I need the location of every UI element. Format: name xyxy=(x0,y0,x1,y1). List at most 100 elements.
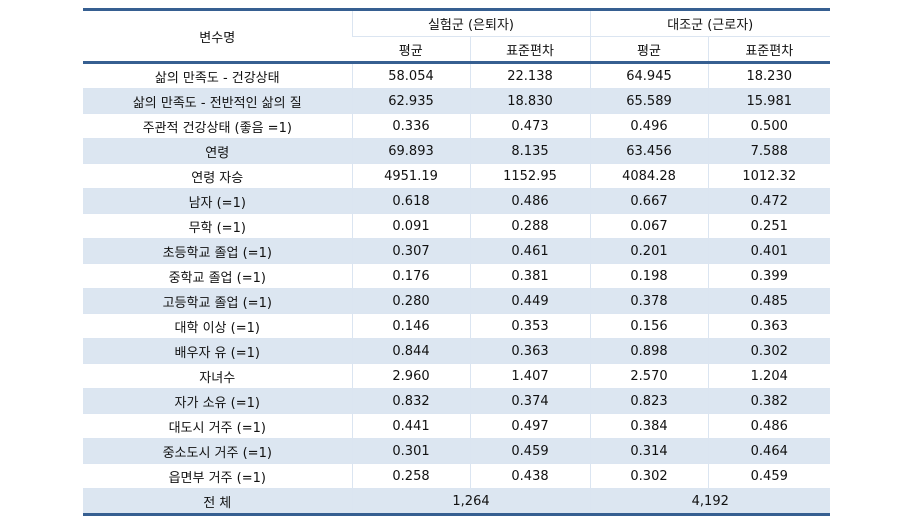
group1-sd-cell: 1.407 xyxy=(469,363,590,389)
row-label: 중소도시 거주 (=1) xyxy=(83,438,352,464)
row-label: 주관적 건강상태 (좋음 =1) xyxy=(83,113,352,139)
group2-mean-cell: 0.198 xyxy=(589,263,708,289)
group1-mean-cell: 0.618 xyxy=(351,188,470,214)
group1-sd-cell: 0.461 xyxy=(469,238,590,264)
group2-mean-cell: 0.384 xyxy=(589,413,708,439)
table-row: 무학 (=1) 0.091 0.288 0.067 0.251 xyxy=(83,213,830,239)
group2-sd-cell: 0.302 xyxy=(707,338,830,364)
statistics-table: 변수명 실험군 (은퇴자) 대조군 (근로자) 평균 표준편차 평균 표준편차 … xyxy=(83,8,830,516)
total-label: 전 체 xyxy=(83,488,352,516)
total-group1: 1,264 xyxy=(351,488,590,516)
variable-header: 변수명 xyxy=(83,8,352,63)
table-row: 삶의 만족도 - 건강상태 58.054 22.138 64.945 18.230 xyxy=(83,61,830,89)
group1-sd-cell: 8.135 xyxy=(469,138,590,164)
total-group2: 4,192 xyxy=(589,488,830,516)
group2-sd-header: 표준편차 xyxy=(707,36,830,63)
table-row: 초등학교 졸업 (=1) 0.307 0.461 0.201 0.401 xyxy=(83,238,830,264)
group1-mean-cell: 0.301 xyxy=(351,438,470,464)
group1-mean-cell: 0.336 xyxy=(351,113,470,139)
table-row: 중소도시 거주 (=1) 0.301 0.459 0.314 0.464 xyxy=(83,438,830,464)
row-label: 초등학교 졸업 (=1) xyxy=(83,238,352,264)
group1-mean-cell: 62.935 xyxy=(351,88,470,114)
table-row: 남자 (=1) 0.618 0.486 0.667 0.472 xyxy=(83,188,830,214)
table-row: 연령 69.893 8.135 63.456 7.588 xyxy=(83,138,830,164)
row-label: 대학 이상 (=1) xyxy=(83,313,352,339)
table-row: 삶의 만족도 - 전반적인 삶의 질 62.935 18.830 65.589 15.9… xyxy=(83,88,830,114)
table-row: 대도시 거주 (=1) 0.441 0.497 0.384 0.486 xyxy=(83,413,830,439)
table-row: 읍면부 거주 (=1) 0.258 0.438 0.302 0.459 xyxy=(83,463,830,489)
group2-sd-cell: 0.486 xyxy=(707,413,830,439)
group1-sd-cell: 0.438 xyxy=(469,463,590,489)
group1-sd-cell: 0.459 xyxy=(469,438,590,464)
group1-sd-cell: 0.486 xyxy=(469,188,590,214)
group2-sd-cell: 0.500 xyxy=(707,113,830,139)
table-row: 배우자 유 (=1) 0.844 0.363 0.898 0.302 xyxy=(83,338,830,364)
group2-mean-cell: 0.667 xyxy=(589,188,708,214)
group1-sd-cell: 0.381 xyxy=(469,263,590,289)
group2-sd-cell: 18.230 xyxy=(707,61,830,89)
group1-sd-cell: 0.374 xyxy=(469,388,590,414)
header-row-stats: 평균 표준편차 평균 표준편차 xyxy=(83,36,830,63)
group2-sd-cell: 0.382 xyxy=(707,388,830,414)
group1-mean-cell: 0.280 xyxy=(351,288,470,314)
group1-mean-cell: 69.893 xyxy=(351,138,470,164)
row-label: 읍면부 거주 (=1) xyxy=(83,463,352,489)
group1-mean-cell: 0.091 xyxy=(351,213,470,239)
group1-mean-cell: 2.960 xyxy=(351,363,470,389)
group2-sd-cell: 0.472 xyxy=(707,188,830,214)
group1-mean-cell: 0.176 xyxy=(351,263,470,289)
group1-sd-cell: 0.449 xyxy=(469,288,590,314)
row-label: 고등학교 졸업 (=1) xyxy=(83,288,352,314)
group2-mean-cell: 2.570 xyxy=(589,363,708,389)
row-label: 연령 xyxy=(83,138,352,164)
group1-header: 실험군 (은퇴자) xyxy=(351,8,590,37)
group2-mean-cell: 0.302 xyxy=(589,463,708,489)
header-row-groups: 변수명 실험군 (은퇴자) 대조군 (근로자) xyxy=(83,8,830,63)
group1-mean-cell: 0.258 xyxy=(351,463,470,489)
group1-sd-cell: 0.288 xyxy=(469,213,590,239)
group1-mean-cell: 0.307 xyxy=(351,238,470,264)
group2-sd-cell: 1012.32 xyxy=(707,163,830,189)
group2-sd-cell: 0.459 xyxy=(707,463,830,489)
row-label: 무학 (=1) xyxy=(83,213,352,239)
group2-sd-cell: 1.204 xyxy=(707,363,830,389)
group1-sd-cell: 0.497 xyxy=(469,413,590,439)
row-label: 삶의 만족도 - 전반적인 삶의 질 xyxy=(83,88,352,114)
group1-mean-cell: 0.441 xyxy=(351,413,470,439)
group1-sd-cell: 1152.95 xyxy=(469,163,590,189)
row-label: 중학교 졸업 (=1) xyxy=(83,263,352,289)
group2-mean-cell: 0.496 xyxy=(589,113,708,139)
group2-mean-cell: 64.945 xyxy=(589,61,708,89)
row-label: 삶의 만족도 - 건강상태 xyxy=(83,61,352,89)
group2-sd-cell: 0.251 xyxy=(707,213,830,239)
row-label: 배우자 유 (=1) xyxy=(83,338,352,364)
group2-sd-cell: 0.399 xyxy=(707,263,830,289)
group2-mean-cell: 0.201 xyxy=(589,238,708,264)
group2-sd-cell: 0.401 xyxy=(707,238,830,264)
total-row: 전 체 1,264 4,192 xyxy=(83,488,830,516)
group1-sd-header: 표준편차 xyxy=(469,36,590,63)
group1-sd-cell: 0.363 xyxy=(469,338,590,364)
table-row: 중학교 졸업 (=1) 0.176 0.381 0.198 0.399 xyxy=(83,263,830,289)
table-row: 자녀수 2.960 1.407 2.570 1.204 xyxy=(83,363,830,389)
group2-sd-cell: 7.588 xyxy=(707,138,830,164)
group2-sd-cell: 15.981 xyxy=(707,88,830,114)
group2-mean-cell: 0.067 xyxy=(589,213,708,239)
group1-mean-cell: 0.832 xyxy=(351,388,470,414)
group1-mean-header: 평균 xyxy=(352,36,470,63)
group2-sd-cell: 0.363 xyxy=(707,313,830,339)
row-label: 연령 자승 xyxy=(83,163,352,189)
group1-mean-cell: 0.146 xyxy=(351,313,470,339)
group2-mean-cell: 0.378 xyxy=(589,288,708,314)
group1-sd-cell: 0.353 xyxy=(469,313,590,339)
table-row: 대학 이상 (=1) 0.146 0.353 0.156 0.363 xyxy=(83,313,830,339)
group1-sd-cell: 0.473 xyxy=(469,113,590,139)
row-label: 자가 소유 (=1) xyxy=(83,388,352,414)
group2-mean-cell: 0.156 xyxy=(589,313,708,339)
table-row: 고등학교 졸업 (=1) 0.280 0.449 0.378 0.485 xyxy=(83,288,830,314)
group2-mean-header: 평균 xyxy=(589,36,708,63)
row-label: 대도시 거주 (=1) xyxy=(83,413,352,439)
group1-mean-cell: 58.054 xyxy=(351,61,470,89)
group1-mean-cell: 4951.19 xyxy=(351,163,470,189)
group2-mean-cell: 65.589 xyxy=(589,88,708,114)
